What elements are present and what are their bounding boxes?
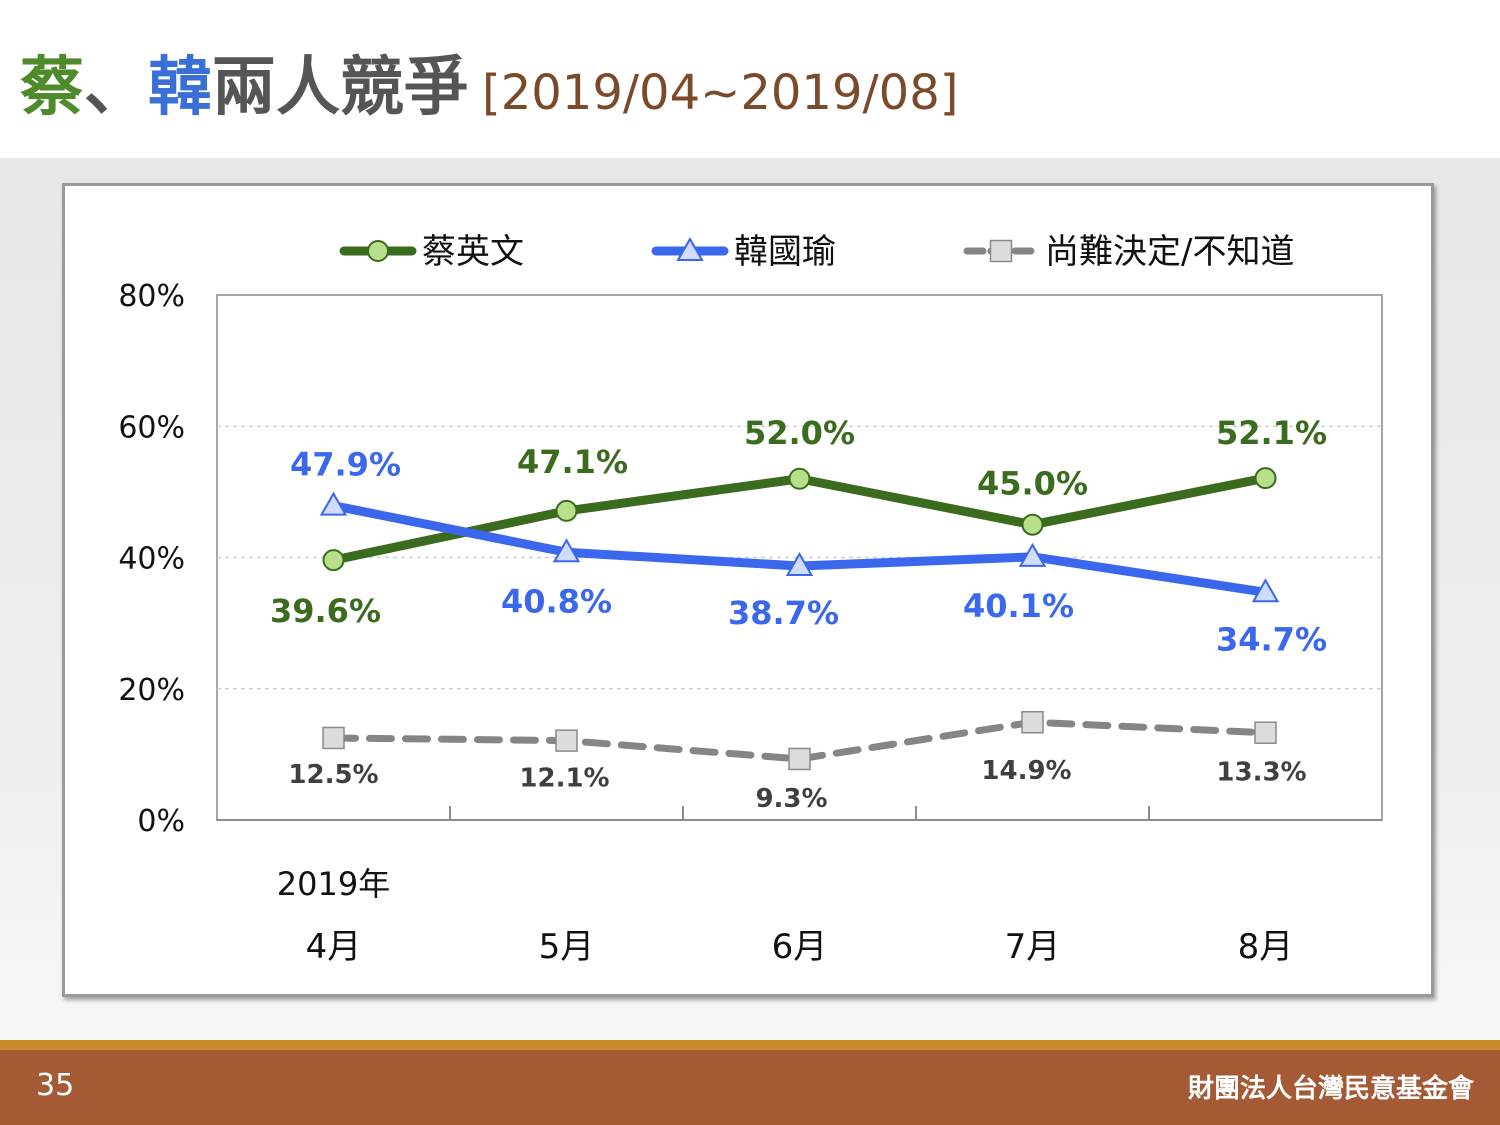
data-point xyxy=(552,538,581,563)
title-date-range: [2019/04~2019/08] xyxy=(482,65,959,121)
data-label: 14.9% xyxy=(981,756,1071,786)
footer-bar xyxy=(0,1050,1500,1125)
data-point xyxy=(322,549,345,572)
organization-name: 財團法人台灣民意基金會 xyxy=(1187,1074,1474,1104)
data-label: 12.1% xyxy=(519,764,609,794)
x-tick-label: 6月 xyxy=(772,927,828,967)
x-tick-label: 8月 xyxy=(1238,927,1294,967)
data-label: 38.7% xyxy=(728,594,839,632)
data-point xyxy=(1254,721,1277,744)
data-label: 12.5% xyxy=(288,760,378,790)
y-tick-label: 0% xyxy=(137,804,185,839)
data-point xyxy=(1021,513,1044,536)
data-label: 40.1% xyxy=(963,587,1074,625)
title-competition: 兩人競爭 xyxy=(212,51,468,125)
data-label: 40.8% xyxy=(501,582,612,620)
y-tick-label: 40% xyxy=(118,542,185,577)
legend-marker xyxy=(367,240,389,262)
title-han: 韓 xyxy=(148,51,212,125)
data-point xyxy=(319,491,348,516)
data-label: 9.3% xyxy=(755,784,827,814)
title-tsai: 蔡 xyxy=(20,51,84,125)
data-point xyxy=(1254,467,1277,490)
y-tick-label: 60% xyxy=(118,410,185,445)
x-group-label: 2019年 xyxy=(277,865,390,903)
data-point xyxy=(785,552,814,577)
data-label: 52.1% xyxy=(1216,414,1327,452)
series-line xyxy=(329,501,1270,597)
data-point xyxy=(555,499,578,522)
data-point xyxy=(322,726,345,750)
legend-label: 尚難決定/不知道 xyxy=(1045,232,1294,272)
data-point xyxy=(788,747,811,771)
series-line xyxy=(329,473,1270,565)
title-separator: 、 xyxy=(84,51,148,125)
y-tick-label: 80% xyxy=(118,279,185,314)
legend-label: 韓國瑜 xyxy=(734,232,836,272)
page-number: 35 xyxy=(36,1068,75,1103)
data-point xyxy=(1021,710,1044,734)
title-bar xyxy=(0,0,1500,158)
data-label: 52.0% xyxy=(744,414,855,452)
data-label: 13.3% xyxy=(1216,758,1306,788)
legend-label: 蔡英文 xyxy=(422,232,524,272)
data-point xyxy=(788,467,811,490)
legend-marker xyxy=(676,236,704,261)
x-tick-label: 4月 xyxy=(306,927,362,967)
data-label: 39.6% xyxy=(270,592,381,630)
data-label: 34.7% xyxy=(1216,620,1327,658)
chart-frame xyxy=(62,183,1434,997)
footer-stripe xyxy=(0,1040,1500,1050)
x-tick-label: 5月 xyxy=(539,927,595,967)
legend-marker xyxy=(989,239,1013,263)
data-point xyxy=(555,729,578,752)
slide-title: 蔡、韓兩人競爭 [2019/04~2019/08] xyxy=(20,48,958,133)
x-tick-label: 7月 xyxy=(1005,927,1061,967)
data-label: 45.0% xyxy=(977,465,1088,503)
data-label: 47.9% xyxy=(290,446,401,484)
data-point xyxy=(1018,542,1047,567)
data-point xyxy=(1251,578,1280,603)
y-tick-label: 20% xyxy=(118,673,185,708)
data-label: 47.1% xyxy=(517,443,628,481)
